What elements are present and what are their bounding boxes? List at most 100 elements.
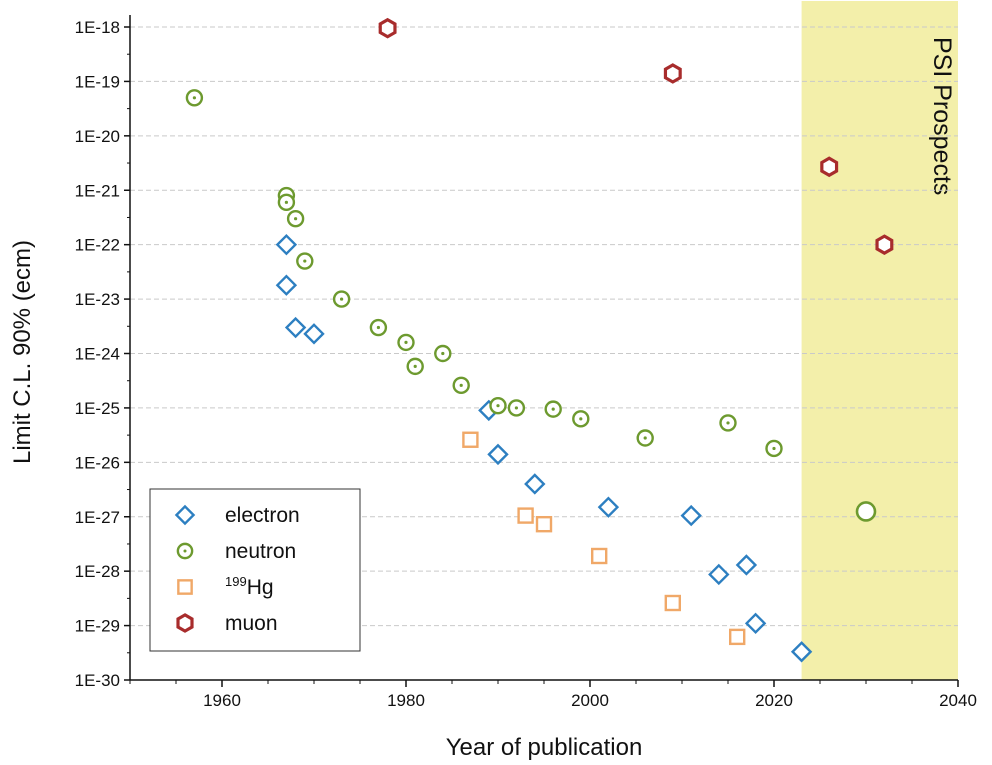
series-neutron-prospect: [855, 501, 877, 522]
y-tick-label: 1E-19: [75, 72, 120, 91]
y-tick-label: 1E-22: [75, 236, 120, 255]
data-point: [663, 63, 682, 84]
y-tick-label: 1E-21: [75, 181, 120, 200]
diamond-marker: [597, 496, 620, 518]
circle-marker-dot: [413, 364, 417, 368]
y-tick-label: 1E-26: [75, 453, 120, 472]
hexagon-marker: [663, 63, 682, 84]
data-point: [378, 17, 397, 39]
hexagon-marker: [820, 156, 839, 178]
y-tick-label: 1E-23: [75, 290, 120, 309]
axes: 1E-18 1E-19 1E-20 1E-21 1E-22 1E-23 1E-24 1E-25…: [75, 15, 977, 710]
circle-marker-dot: [404, 340, 408, 344]
legend-label: neutron: [225, 540, 296, 563]
data-point: [875, 234, 894, 256]
legend-label: 199Hg: [225, 574, 274, 599]
square-marker: [517, 507, 534, 524]
data-point: [434, 344, 452, 363]
data-point: [489, 396, 507, 415]
x-tick-label: 2000: [571, 691, 609, 710]
data-point: [735, 554, 758, 576]
circle-marker-dot: [303, 259, 307, 263]
diamond-marker: [735, 554, 758, 576]
data-points: [185, 17, 894, 663]
data-point: [296, 252, 314, 270]
y-tick-label: 1E-20: [75, 127, 120, 146]
circle-marker-dot: [294, 217, 298, 221]
y-tick-label: 1E-24: [75, 345, 120, 364]
square-marker: [664, 594, 681, 612]
series-electron: [275, 233, 813, 663]
data-point: [535, 515, 553, 533]
legend-marker: [176, 613, 194, 633]
diamond-marker: [708, 563, 730, 586]
psi-prospects-region: PSI Prospects: [801, 1, 958, 680]
diamond-marker: [275, 274, 298, 296]
y-tick-label: 1E-25: [75, 399, 120, 418]
circle-marker-dot: [551, 407, 555, 411]
data-point: [507, 399, 526, 417]
data-point: [284, 316, 307, 339]
data-point: [744, 612, 767, 635]
data-point: [487, 443, 509, 466]
circle-marker-dot: [340, 297, 344, 301]
square-marker: [462, 431, 479, 448]
square-marker: [729, 628, 746, 646]
data-point: [275, 233, 298, 256]
data-point: [452, 376, 470, 395]
data-point: [286, 210, 305, 228]
data-point: [332, 290, 351, 308]
data-point: [591, 547, 608, 565]
legend-label: muon: [225, 612, 278, 635]
x-axis-title: Year of publication: [446, 734, 643, 761]
diamond-marker: [174, 504, 196, 526]
circle-marker-dot: [183, 549, 187, 553]
diamond-marker: [487, 443, 509, 466]
circle-marker-dot: [496, 404, 500, 408]
data-point: [680, 504, 702, 527]
x-tick-label: 2020: [755, 691, 793, 710]
data-point: [820, 156, 839, 178]
data-point: [406, 357, 424, 376]
data-point: [636, 429, 654, 447]
diamond-marker: [303, 323, 325, 345]
data-point: [277, 193, 296, 212]
data-point: [517, 507, 534, 524]
x-tick-label: 2040: [939, 691, 977, 710]
y-tick-label: 1E-27: [75, 508, 120, 527]
hexagon-marker: [378, 17, 397, 39]
data-point: [708, 563, 730, 586]
y-tick-label: 1E-29: [75, 617, 120, 636]
data-point: [524, 473, 546, 495]
data-point: [719, 414, 737, 432]
series-muon: [378, 17, 894, 256]
circle-marker-dot: [192, 96, 196, 100]
diamond-marker: [790, 641, 813, 663]
diamond-marker: [275, 233, 298, 256]
legend-marker: [174, 504, 196, 526]
data-point: [462, 431, 479, 448]
circle-marker-dot: [459, 383, 463, 387]
square-marker: [591, 547, 608, 565]
circle-marker-dot: [579, 417, 583, 421]
series-neutron: [185, 89, 783, 458]
hexagon-marker: [176, 613, 194, 633]
circle-marker-dot: [376, 325, 380, 330]
data-point: [303, 323, 325, 345]
data-point: [765, 439, 783, 458]
legend-marker: [177, 579, 193, 595]
y-tick-label: 1E-30: [75, 671, 120, 690]
diamond-marker: [680, 504, 702, 527]
series-199hg: [462, 431, 746, 646]
data-point: [729, 628, 746, 646]
square-marker: [535, 515, 553, 533]
data-point: [597, 496, 620, 518]
y-tick-label: 1E-18: [75, 18, 120, 37]
data-point: [790, 641, 813, 663]
data-point: [397, 333, 415, 352]
data-point: [544, 400, 562, 418]
circle-marker-dot: [514, 406, 519, 410]
psi-prospects-band: [801, 1, 958, 680]
data-point: [855, 501, 877, 522]
